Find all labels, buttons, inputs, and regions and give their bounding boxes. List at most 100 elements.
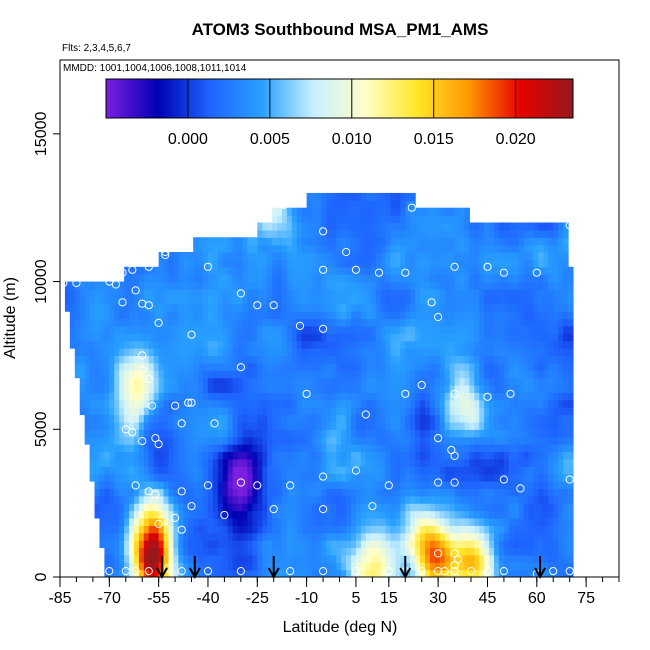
heatmap-cell	[316, 562, 323, 571]
heatmap-cell	[207, 421, 214, 430]
heatmap-cell	[198, 252, 204, 261]
heatmap-cell	[99, 311, 105, 320]
heatmap-cell	[439, 362, 446, 371]
heatmap-cell	[498, 444, 505, 453]
heatmap-cell	[104, 303, 110, 312]
heatmap-cell	[212, 384, 219, 393]
heatmap-cell	[252, 547, 258, 556]
heatmap-cell	[380, 488, 387, 497]
heatmap-cell	[212, 266, 219, 275]
heatmap-cell	[429, 488, 436, 497]
heatmap-cell	[222, 414, 229, 423]
x-tick-label: -85	[48, 590, 71, 607]
observation-marker	[154, 519, 163, 528]
heatmap-cell	[79, 407, 86, 416]
heatmap-cell	[341, 421, 347, 430]
heatmap-cell	[129, 377, 135, 386]
heatmap-cell	[434, 348, 441, 357]
heatmap-cell	[405, 547, 411, 556]
heatmap-cell	[94, 311, 101, 320]
heatmap-cell	[222, 296, 229, 305]
heatmap-cell	[153, 274, 160, 283]
heatmap-cell	[375, 540, 382, 549]
heatmap-cell	[321, 414, 327, 423]
heatmap-cell	[395, 340, 401, 349]
heatmap-cell	[494, 495, 500, 504]
heatmap-cell	[129, 392, 135, 401]
heatmap-cell	[124, 458, 130, 467]
heatmap-cell	[203, 429, 209, 438]
heatmap-cell	[207, 355, 214, 364]
heatmap-cell	[341, 222, 347, 231]
heatmap-cell	[272, 259, 278, 268]
heatmap-cell	[198, 370, 204, 379]
heatmap-cell	[148, 480, 155, 489]
heatmap-cell	[109, 355, 115, 364]
heatmap-cell	[346, 325, 352, 334]
heatmap-cell	[533, 517, 540, 526]
heatmap-cell	[178, 436, 184, 445]
heatmap-cell	[558, 421, 564, 430]
heatmap-cell	[242, 414, 249, 423]
heatmap-cell	[415, 407, 421, 416]
heatmap-cell	[439, 207, 446, 216]
heatmap-cell	[513, 259, 520, 268]
heatmap-cell	[494, 362, 500, 371]
heatmap-cell	[188, 414, 194, 423]
heatmap-cell	[153, 384, 160, 393]
heatmap-cell	[193, 495, 199, 504]
heatmap-cell	[148, 503, 155, 512]
heatmap-cell	[360, 384, 367, 393]
heatmap-cell	[306, 348, 313, 357]
heatmap-cell	[227, 451, 234, 460]
heatmap-cell	[207, 288, 214, 297]
heatmap-cell	[469, 259, 475, 268]
heatmap-cell	[326, 473, 332, 482]
heatmap-cell	[138, 495, 145, 504]
heatmap-cell	[346, 495, 352, 504]
heatmap-cell	[375, 480, 382, 489]
heatmap-cell	[296, 510, 303, 519]
heatmap-cell	[444, 355, 451, 364]
heatmap-cell	[257, 532, 263, 541]
heatmap-cell	[124, 562, 130, 571]
heatmap-cell	[429, 222, 436, 231]
heatmap-cell	[370, 525, 377, 534]
heatmap-cell	[385, 311, 392, 320]
heatmap-cell	[390, 480, 396, 489]
heatmap-cell	[420, 444, 426, 453]
heatmap-cell	[474, 348, 480, 357]
heatmap-cell	[415, 252, 421, 261]
heatmap-cell	[444, 480, 451, 489]
heatmap-cell	[257, 355, 263, 364]
heatmap-cell	[410, 325, 416, 334]
heatmap-cell	[143, 466, 150, 475]
heatmap-cell	[370, 370, 377, 379]
heatmap-cell	[119, 392, 125, 401]
heatmap-cell	[173, 362, 179, 371]
heatmap-cell	[494, 229, 500, 238]
heatmap-cell	[523, 229, 530, 238]
heatmap-cell	[119, 421, 125, 430]
heatmap-cell	[439, 318, 446, 327]
heatmap-cell	[262, 444, 268, 453]
heatmap-cell	[306, 222, 313, 231]
heatmap-cell	[272, 237, 278, 246]
heatmap-cell	[232, 392, 239, 401]
heatmap-cell	[198, 333, 204, 342]
heatmap-cell	[267, 303, 273, 312]
heatmap-cell	[558, 222, 564, 231]
heatmap-cell	[188, 252, 194, 261]
heatmap-cell	[360, 370, 367, 379]
heatmap-cell	[217, 466, 224, 475]
heatmap-cell	[281, 488, 288, 497]
heatmap-cell	[370, 192, 377, 201]
heatmap-cell	[296, 296, 303, 305]
heatmap-cell	[237, 458, 244, 467]
heatmap-cell	[434, 296, 441, 305]
heatmap-cell	[252, 473, 258, 482]
heatmap-cell	[464, 384, 470, 393]
heatmap-cell	[79, 370, 86, 379]
observation-marker	[184, 398, 193, 407]
heatmap-cell	[444, 377, 451, 386]
